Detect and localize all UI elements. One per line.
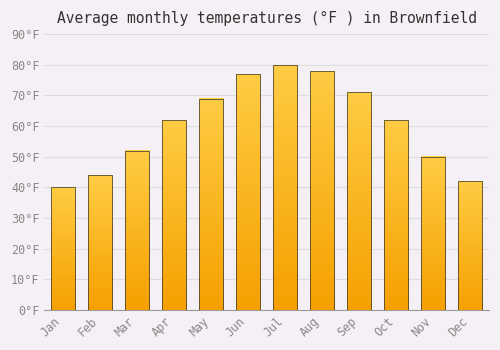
Bar [310,71,334,310]
Bar [236,74,260,310]
Bar [422,157,446,310]
Bar [273,65,297,310]
Bar [458,181,482,310]
Bar [51,187,75,310]
Bar [384,120,408,310]
Bar [199,98,223,310]
Bar [125,150,149,310]
Title: Average monthly temperatures (°F ) in Brownfield: Average monthly temperatures (°F ) in Br… [56,11,476,26]
Bar [162,120,186,310]
Bar [347,92,372,310]
Bar [88,175,112,310]
